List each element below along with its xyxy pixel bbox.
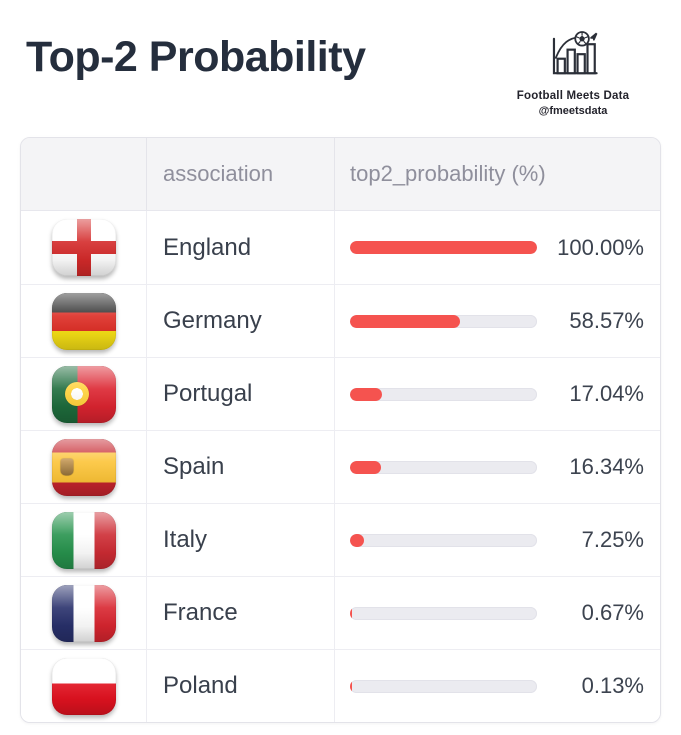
association-name: Poland [163,672,238,699]
probability-table: association top2_probability (%) England… [20,137,661,723]
table-body: England 100.00% Germany 58.57% [21,211,660,722]
table-row: Portugal 17.04% [21,357,660,430]
probability-bar [350,241,537,254]
table-row: Poland 0.13% [21,649,660,722]
italy-flag [51,511,116,569]
probability-bar [350,387,537,401]
poland-flag [51,657,116,715]
table-row: Germany 58.57% [21,284,660,357]
header: Top-2 Probability [0,0,681,127]
probability-value: 17.04% [569,381,644,406]
probability-value: 16.34% [569,454,644,479]
football-icon [574,31,590,47]
germany-flag [51,292,116,350]
table-header-row: association top2_probability (%) [21,138,660,211]
probability-value: 7.25% [581,527,644,552]
table-row: Spain 16.34% [21,430,660,503]
probability-value: 0.67% [581,600,644,625]
association-name: Germany [163,307,262,334]
probability-value: 58.57% [569,308,644,333]
association-name: Italy [163,526,208,553]
probability-bar [350,314,537,328]
page-title: Top-2 Probability [26,33,366,81]
portugal-flag [51,365,116,423]
brand-handle: @fmeetsdata [538,105,608,117]
association-name: Portugal [163,380,253,407]
france-flag [51,584,116,642]
probability-bar [350,533,537,547]
brand-name: Football Meets Data [516,90,630,102]
bar-chart-football-icon [552,31,598,75]
column-header-probability: top2_probability (%) [334,138,660,210]
probability-bar [350,460,537,474]
table-row: France 0.67% [21,576,660,649]
probability-value: 0.13% [581,673,644,698]
association-name: France [163,599,238,626]
probability-bar [350,679,537,693]
association-name: England [163,233,252,261]
column-header-association: association [146,138,334,210]
table-row: England 100.00% [21,211,660,284]
england-flag [51,219,116,276]
probability-bar [350,606,537,620]
probability-value: 100.00% [557,234,644,260]
association-name: Spain [163,453,225,480]
brand-block: Football Meets Data @fmeetsdata [489,26,657,117]
spain-flag [51,438,116,496]
table-row: Italy 7.25% [21,503,660,576]
